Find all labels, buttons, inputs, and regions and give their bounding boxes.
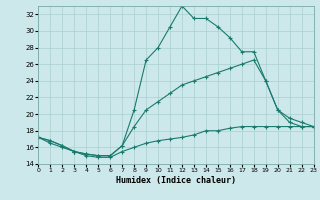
X-axis label: Humidex (Indice chaleur): Humidex (Indice chaleur) bbox=[116, 176, 236, 185]
